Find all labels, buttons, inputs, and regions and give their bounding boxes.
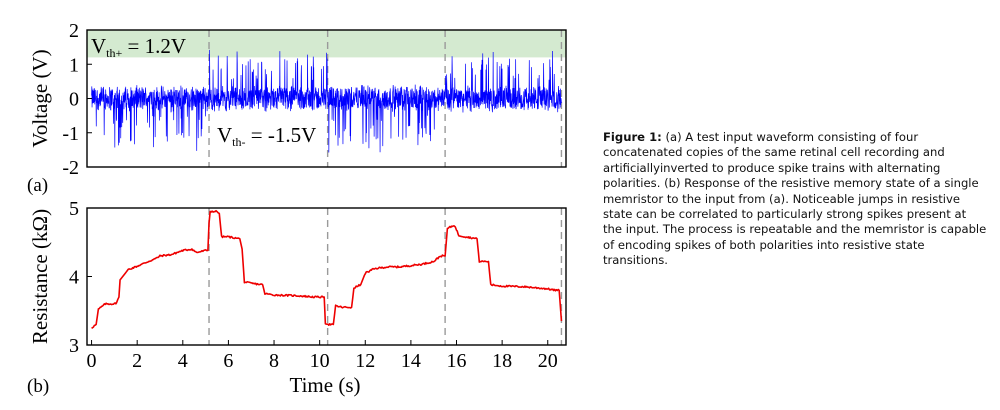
panel-b-xtick-label-2: 4 [178,350,188,372]
panel-b-xtick-label-10: 20 [538,350,558,372]
panel-b-xtick-label-1: 2 [132,350,142,372]
panel-b-ytick-label-2: 3 [69,335,79,357]
panel-a-ytick-label-3: -1 [62,123,79,145]
panel-b-y-ticks: 5 4 3 [69,198,92,357]
panel-a-ylabel: Voltage (V) [28,49,52,147]
panel-b-label: (b) [27,376,49,397]
caption-label: Figure 1: [603,130,662,144]
panel-b-xlabel: Time (s) [290,373,361,397]
panel-a: 2 1 0 -1 -2 Voltage (V) (a) Vth+ = 1.2V Vth-… [27,20,567,196]
panel-b-xtick-label-4: 8 [269,350,279,372]
panel-a-ytick-label-2: 0 [69,89,79,111]
threshold-negative-label: Vth- = -1.5V [217,123,316,149]
panel-b-xtick-label-7: 14 [401,350,421,372]
panel-b-dividers [208,208,563,345]
panel-a-voltage-trace [91,49,562,153]
panel-a-label: (a) [27,175,48,196]
panel-b-xtick-label-0: 0 [87,350,97,372]
panel-a-dividers [208,30,563,167]
panel-a-ytick-label-1: 1 [69,54,79,76]
panel-b-ytick-label-0: 5 [69,198,79,220]
figure-caption: Figure 1: (a) A test input waveform cons… [603,130,988,269]
panel-a-ytick-label-0: 2 [69,20,79,42]
panel-b-xtick-label-8: 16 [447,350,467,372]
panel-b-ylabel: Resistance (kΩ) [28,209,52,344]
panel-b-xtick-label-9: 18 [492,350,512,372]
panel-b-ytick-label-1: 4 [69,267,79,289]
panel-b: 5 4 3 0 2 4 6 8 10 12 14 16 18 20 Resistance (kΩ) Ti… [27,198,567,397]
caption-text: (a) A test input waveform consisting of … [603,130,987,268]
panel-b-xtick-label-6: 12 [355,350,375,372]
panel-b-resistance-trace [91,209,563,329]
panel-b-x-ticks: 0 2 4 6 8 10 12 14 16 18 20 [87,340,558,372]
panel-a-ytick-label-4: -2 [62,157,79,179]
figure-panels: 210-1-2 Voltage (V) (a) Vth+ = 1.2V Vth-… [27,20,567,397]
threshold-positive-label: Vth+ = 1.2V [91,34,186,60]
panel-a-y-ticks: 2 1 0 -1 -2 [62,20,92,179]
panel-b-xtick-label-5: 10 [310,350,330,372]
panel-b-xtick-label-3: 6 [223,350,233,372]
